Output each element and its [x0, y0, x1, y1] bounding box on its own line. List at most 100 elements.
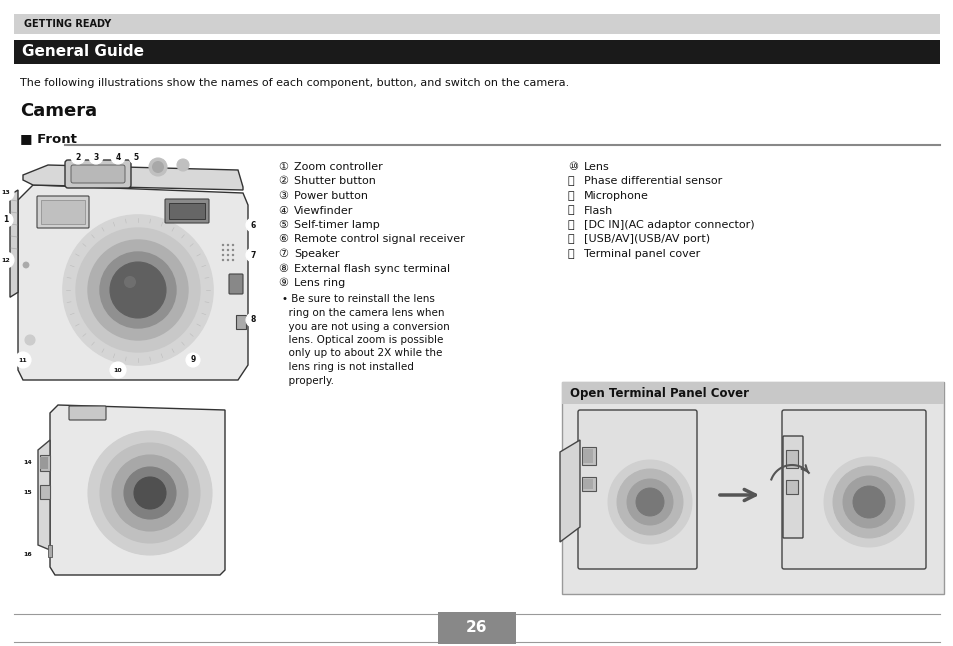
Circle shape	[221, 254, 224, 256]
Circle shape	[832, 466, 904, 538]
Text: 13: 13	[2, 191, 10, 196]
Text: ⑧: ⑧	[277, 264, 288, 273]
Circle shape	[617, 469, 682, 535]
Circle shape	[112, 455, 188, 531]
Text: ⑫: ⑫	[567, 191, 574, 201]
Text: 26: 26	[466, 621, 487, 636]
Text: 2: 2	[75, 152, 81, 162]
Circle shape	[0, 213, 13, 227]
FancyBboxPatch shape	[582, 449, 593, 463]
FancyBboxPatch shape	[165, 199, 209, 223]
Text: ⑯: ⑯	[567, 249, 574, 259]
Circle shape	[0, 252, 14, 268]
Polygon shape	[50, 405, 225, 575]
Circle shape	[129, 150, 143, 164]
Text: Phase differential sensor: Phase differential sensor	[583, 176, 721, 187]
Text: Open Terminal Panel Cover: Open Terminal Panel Cover	[569, 386, 748, 399]
Circle shape	[823, 457, 913, 547]
Text: General Guide: General Guide	[22, 45, 144, 59]
Circle shape	[227, 244, 229, 246]
Text: ①: ①	[277, 162, 288, 172]
Circle shape	[25, 335, 35, 345]
Circle shape	[0, 185, 14, 201]
Circle shape	[88, 240, 188, 340]
Text: 3: 3	[93, 152, 98, 162]
Text: ⑭: ⑭	[567, 220, 574, 230]
FancyBboxPatch shape	[41, 200, 85, 224]
FancyBboxPatch shape	[69, 406, 106, 420]
Circle shape	[232, 259, 233, 261]
Circle shape	[227, 254, 229, 256]
FancyBboxPatch shape	[785, 450, 797, 468]
FancyBboxPatch shape	[48, 545, 52, 557]
Circle shape	[246, 218, 260, 232]
FancyBboxPatch shape	[40, 455, 50, 471]
FancyBboxPatch shape	[65, 160, 131, 188]
Text: 1: 1	[4, 216, 9, 225]
Text: Camera: Camera	[20, 102, 97, 120]
FancyBboxPatch shape	[14, 40, 939, 64]
Text: ⑩: ⑩	[567, 162, 578, 172]
Text: ■ Front: ■ Front	[20, 132, 77, 145]
Text: [DC IN](AC adaptor connector): [DC IN](AC adaptor connector)	[583, 220, 754, 230]
Text: lens. Optical zoom is possible: lens. Optical zoom is possible	[282, 335, 443, 345]
FancyBboxPatch shape	[40, 485, 50, 499]
Text: 10: 10	[113, 368, 122, 373]
FancyBboxPatch shape	[781, 410, 925, 569]
Circle shape	[221, 244, 224, 246]
Circle shape	[227, 259, 229, 261]
Circle shape	[227, 249, 229, 251]
Circle shape	[100, 252, 175, 328]
Circle shape	[20, 484, 36, 500]
FancyBboxPatch shape	[14, 14, 939, 34]
Polygon shape	[18, 185, 248, 380]
Text: Lens: Lens	[583, 162, 609, 172]
Circle shape	[852, 486, 884, 518]
Polygon shape	[23, 165, 243, 190]
Text: lens ring is not installed: lens ring is not installed	[282, 362, 414, 372]
Text: Power button: Power button	[294, 191, 368, 201]
Text: ⑬: ⑬	[567, 205, 574, 216]
Text: 14: 14	[24, 461, 32, 466]
FancyBboxPatch shape	[235, 315, 246, 329]
Text: ⑥: ⑥	[277, 234, 288, 244]
Circle shape	[177, 159, 189, 171]
Circle shape	[246, 313, 260, 327]
Circle shape	[246, 248, 260, 262]
Circle shape	[124, 467, 175, 519]
Circle shape	[221, 259, 224, 261]
Text: 8: 8	[250, 315, 255, 324]
Circle shape	[152, 161, 164, 173]
FancyBboxPatch shape	[581, 477, 596, 491]
Circle shape	[111, 150, 125, 164]
Circle shape	[842, 476, 894, 528]
FancyBboxPatch shape	[581, 447, 596, 465]
Text: 12: 12	[2, 258, 10, 262]
Text: • Be sure to reinstall the lens: • Be sure to reinstall the lens	[282, 295, 435, 304]
Circle shape	[221, 249, 224, 251]
Text: ring on the camera lens when: ring on the camera lens when	[282, 308, 444, 318]
Circle shape	[23, 262, 29, 268]
Text: Speaker: Speaker	[294, 249, 339, 259]
Text: Viewfinder: Viewfinder	[294, 205, 353, 216]
Circle shape	[63, 215, 213, 365]
Circle shape	[626, 479, 672, 525]
Text: Self-timer lamp: Self-timer lamp	[294, 220, 379, 230]
Text: Zoom controller: Zoom controller	[294, 162, 382, 172]
Text: Flash: Flash	[583, 205, 613, 216]
FancyBboxPatch shape	[561, 382, 943, 404]
Circle shape	[110, 262, 166, 318]
Text: only up to about 2X while the: only up to about 2X while the	[282, 348, 442, 359]
Circle shape	[76, 228, 200, 352]
Text: ⑨: ⑨	[277, 278, 288, 288]
Text: 6: 6	[250, 220, 255, 229]
Text: 11: 11	[19, 357, 28, 362]
Text: 4: 4	[115, 152, 120, 162]
FancyBboxPatch shape	[782, 436, 802, 538]
Text: [USB/AV](USB/AV port): [USB/AV](USB/AV port)	[583, 234, 709, 244]
Text: ③: ③	[277, 191, 288, 201]
FancyBboxPatch shape	[169, 203, 205, 219]
Text: Lens ring: Lens ring	[294, 278, 345, 288]
Circle shape	[71, 150, 85, 164]
Text: 9: 9	[191, 355, 195, 364]
